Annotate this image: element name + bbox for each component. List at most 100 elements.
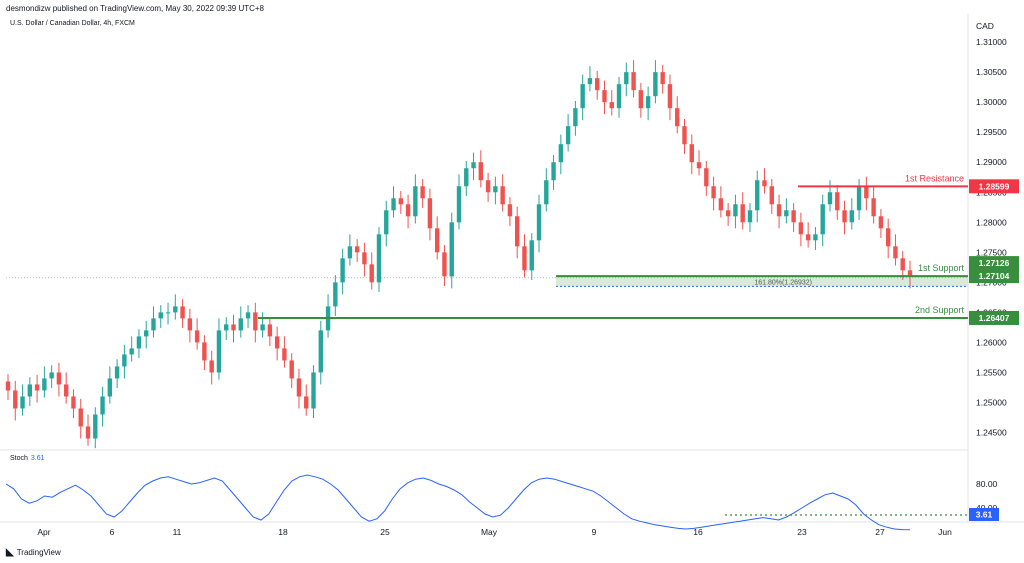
candle: [405, 204, 411, 217]
y-tick-label: 1.27500: [976, 247, 1007, 257]
candle: [100, 396, 105, 415]
candle: [725, 210, 731, 217]
candle: [805, 234, 811, 241]
candle: [776, 204, 782, 217]
symbol-title: U.S. Dollar / Canadian Dollar, 4h, FXCM: [10, 20, 135, 27]
candle: [820, 204, 825, 235]
candle: [129, 348, 134, 355]
y-tick-label: 1.25500: [976, 367, 1007, 377]
candle: [885, 228, 891, 247]
candle: [595, 78, 600, 91]
stoch-label: Stoch: [10, 455, 28, 462]
x-tick-label: Apr: [37, 527, 50, 537]
candle: [485, 180, 491, 193]
stoch-tick-label: 80.00: [976, 479, 998, 489]
candle: [27, 384, 33, 397]
candle: [587, 78, 593, 85]
candle: [85, 426, 91, 439]
candle: [296, 378, 302, 397]
y-tick-label: 1.29000: [976, 157, 1007, 167]
candle: [900, 258, 905, 271]
candle: [122, 354, 127, 367]
candle: [238, 318, 243, 331]
candle: [740, 204, 745, 223]
support-line-1-price-tag-text: 1.27104: [979, 271, 1010, 281]
candle: [413, 186, 418, 217]
candle: [798, 222, 804, 235]
resistance-line-label: 1st Resistance: [905, 173, 964, 183]
candle: [42, 378, 47, 391]
candle: [609, 102, 614, 109]
candle: [864, 186, 869, 199]
candle: [340, 258, 345, 283]
candle: [347, 246, 353, 259]
candle: [667, 84, 673, 109]
candle: [762, 180, 767, 187]
candle: [580, 84, 585, 109]
candle: [493, 186, 498, 193]
candle: [209, 360, 214, 373]
candle: [427, 198, 433, 229]
candle: [398, 198, 404, 205]
tradingview-logo[interactable]: ◣ TradingView: [6, 547, 61, 558]
candle: [216, 330, 222, 373]
candle: [231, 324, 236, 331]
candle: [456, 186, 462, 223]
support-line-2-price-tag: [969, 310, 1019, 325]
candle: [551, 162, 556, 181]
x-tick-label: 18: [278, 527, 288, 537]
candle: [267, 324, 273, 337]
candlestick-series: [5, 60, 913, 449]
candle: [107, 378, 113, 397]
candle: [849, 210, 855, 223]
candle: [304, 396, 309, 409]
candle: [180, 306, 185, 319]
candle: [311, 372, 316, 409]
y-tick-label: 1.26000: [976, 337, 1007, 347]
fib-extension-zone: [556, 276, 968, 287]
stoch-line: [5, 474, 911, 531]
candle: [289, 360, 294, 379]
candle: [34, 384, 40, 391]
candle: [260, 324, 265, 331]
x-tick-label: 23: [797, 527, 807, 537]
candle: [282, 348, 287, 361]
candle: [165, 312, 171, 314]
stoch-value-tag-text: 3.61: [976, 510, 993, 520]
candle: [114, 366, 120, 379]
candle: [93, 414, 98, 439]
candle: [689, 144, 694, 163]
candle: [471, 162, 476, 169]
x-tick-label: 16: [693, 527, 703, 537]
candle: [187, 318, 193, 331]
candle: [420, 186, 425, 199]
candle: [878, 216, 884, 229]
candle: [871, 198, 876, 217]
stoch-value-tag: [969, 508, 999, 521]
candle: [369, 264, 374, 283]
candle: [434, 228, 440, 253]
candle: [638, 90, 644, 109]
stoch-legend-value: 3.61: [30, 455, 45, 462]
tradingview-logo-icon: ◣: [6, 547, 14, 558]
current-price-tag: [969, 256, 1019, 271]
stoch-legend: Stoch 3.61: [10, 455, 45, 462]
candle: [173, 306, 178, 313]
y-tick-label: 1.25000: [976, 397, 1007, 407]
support-line-1-label: 1st Support: [918, 263, 965, 273]
candle: [500, 186, 505, 205]
candle: [144, 330, 149, 337]
candle: [682, 126, 687, 145]
candle: [791, 210, 796, 223]
candle: [136, 336, 142, 349]
candle: [318, 330, 323, 373]
x-tick-label: May: [481, 527, 498, 537]
candle: [704, 168, 709, 187]
resistance-line-price-tag: [969, 179, 1019, 194]
candle: [245, 312, 251, 319]
candle: [544, 180, 549, 205]
candle: [718, 198, 724, 211]
candle: [573, 108, 578, 127]
candle: [558, 144, 564, 163]
